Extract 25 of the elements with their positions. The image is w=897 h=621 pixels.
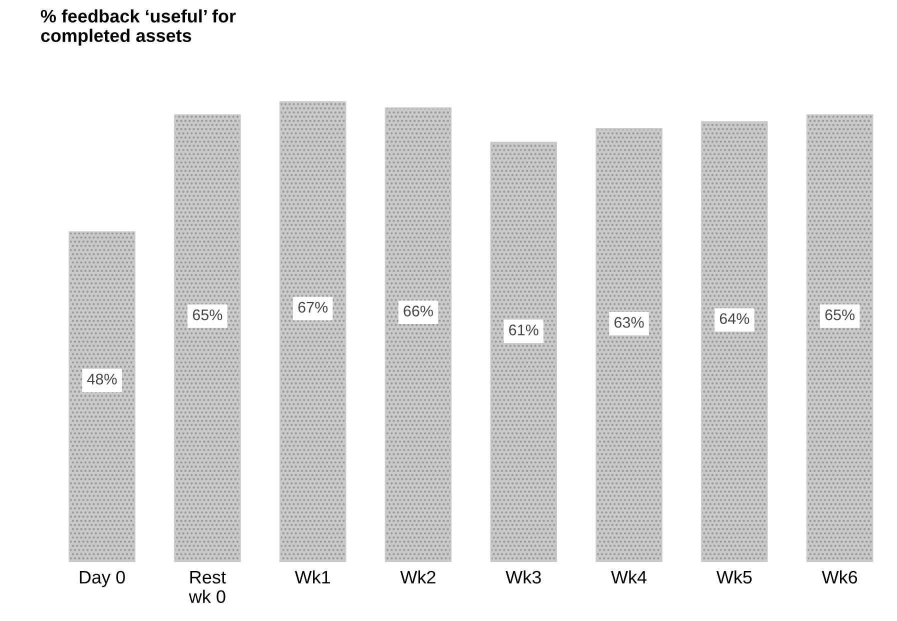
x-tick-label: Wk5 <box>716 570 752 584</box>
bar <box>174 114 241 562</box>
data-label: 66% <box>404 306 433 316</box>
x-tick-label: Day 0 <box>80 570 125 588</box>
data-label: 61% <box>509 324 538 336</box>
bar <box>490 142 557 562</box>
data-label: 64% <box>720 313 750 324</box>
bar <box>701 121 768 562</box>
x-tick-label: Wk3 <box>506 570 541 584</box>
bar <box>68 231 136 562</box>
bar <box>384 107 452 562</box>
x-tick-label: Wk1 <box>294 570 330 584</box>
data-label: 65% <box>825 309 855 320</box>
data-label: 48% <box>87 374 117 385</box>
x-tick-label: Wk6 <box>822 570 858 584</box>
x-tick-label: Wk4 <box>611 570 647 584</box>
data-label: 67% <box>298 302 328 313</box>
x-tick-label: Wk2 <box>400 570 436 584</box>
bar <box>279 101 346 562</box>
bar <box>596 128 662 562</box>
bar <box>806 114 874 562</box>
data-label: 63% <box>614 316 644 328</box>
x-tick-label: Rest wk 0 <box>188 571 226 604</box>
chart-title: % feedback ‘useful’ for completed assets <box>40 9 236 46</box>
data-label: 65% <box>192 309 222 320</box>
